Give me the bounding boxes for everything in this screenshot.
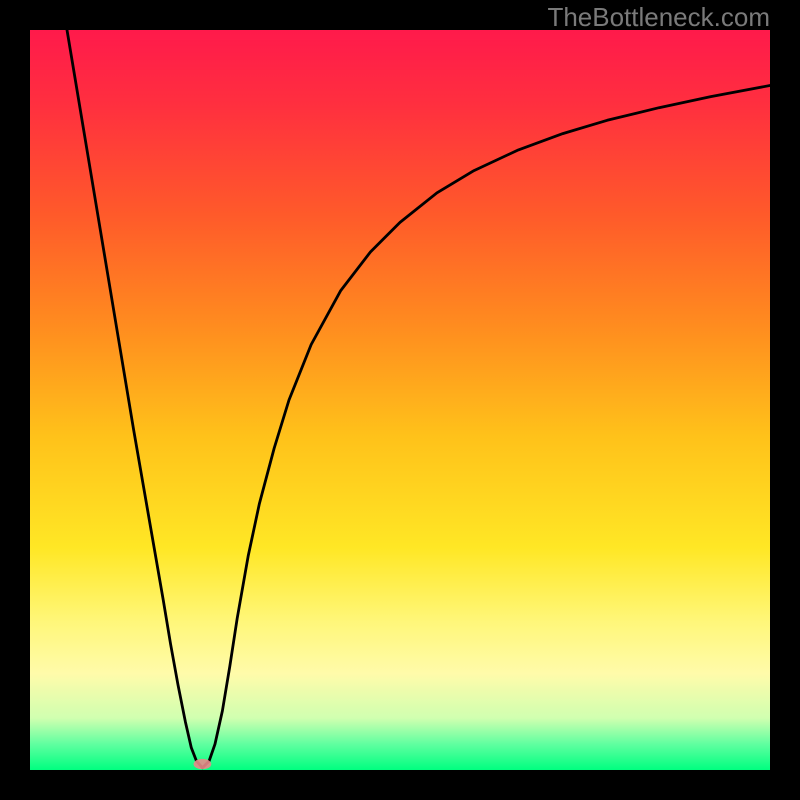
- watermark-text: TheBottleneck.com: [547, 2, 770, 33]
- bottleneck-curve: [67, 30, 770, 768]
- plot-area: [30, 30, 770, 770]
- chart-container: TheBottleneck.com: [0, 0, 800, 800]
- curve-svg: [30, 30, 770, 770]
- minimum-marker: [194, 759, 212, 769]
